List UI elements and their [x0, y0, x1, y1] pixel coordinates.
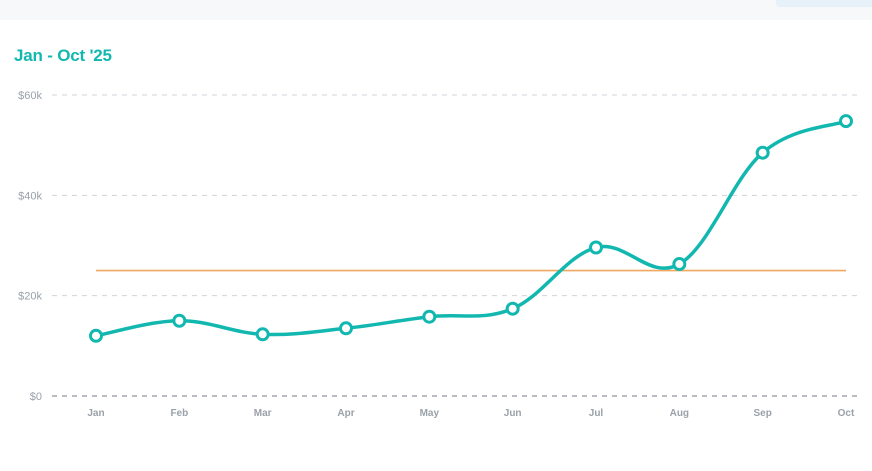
toolbar-tab[interactable]	[776, 0, 872, 7]
y-tick-label: $40k	[18, 190, 42, 202]
data-point[interactable]	[255, 327, 270, 342]
x-tick-label: May	[420, 408, 440, 419]
x-axis-ticks: Jan Feb Mar Apr May Jun Jul Aug Sep Oct	[87, 408, 855, 419]
y-tick-label: $60k	[18, 90, 42, 102]
x-tick-label: Feb	[170, 408, 188, 419]
data-point[interactable]	[672, 257, 687, 272]
data-point[interactable]	[505, 301, 520, 316]
y-axis-ticks: $0 $20k $40k $60k	[18, 90, 42, 403]
data-point[interactable]	[589, 240, 603, 255]
series-line	[94, 119, 848, 338]
chart-title: Jan - Oct '25	[14, 46, 112, 65]
data-point[interactable]	[422, 309, 437, 324]
data-point[interactable]	[339, 321, 353, 336]
data-points	[89, 114, 853, 343]
top-toolbar	[0, 0, 872, 20]
x-tick-label: Sep	[753, 408, 771, 419]
grid-lines	[52, 94, 862, 397]
x-tick-label: Oct	[838, 408, 855, 419]
x-tick-label: Jun	[504, 408, 522, 419]
data-point[interactable]	[839, 114, 853, 129]
x-tick-label: Mar	[254, 408, 272, 419]
data-point[interactable]	[755, 145, 770, 160]
x-tick-label: Jan	[87, 408, 104, 419]
data-point[interactable]	[172, 313, 187, 328]
data-point[interactable]	[89, 328, 103, 343]
x-tick-label: Jul	[589, 408, 604, 419]
x-tick-label: Apr	[337, 408, 354, 419]
x-tick-label: Aug	[670, 408, 689, 419]
y-tick-label: $20k	[18, 291, 42, 303]
y-tick-label: $0	[30, 391, 42, 403]
